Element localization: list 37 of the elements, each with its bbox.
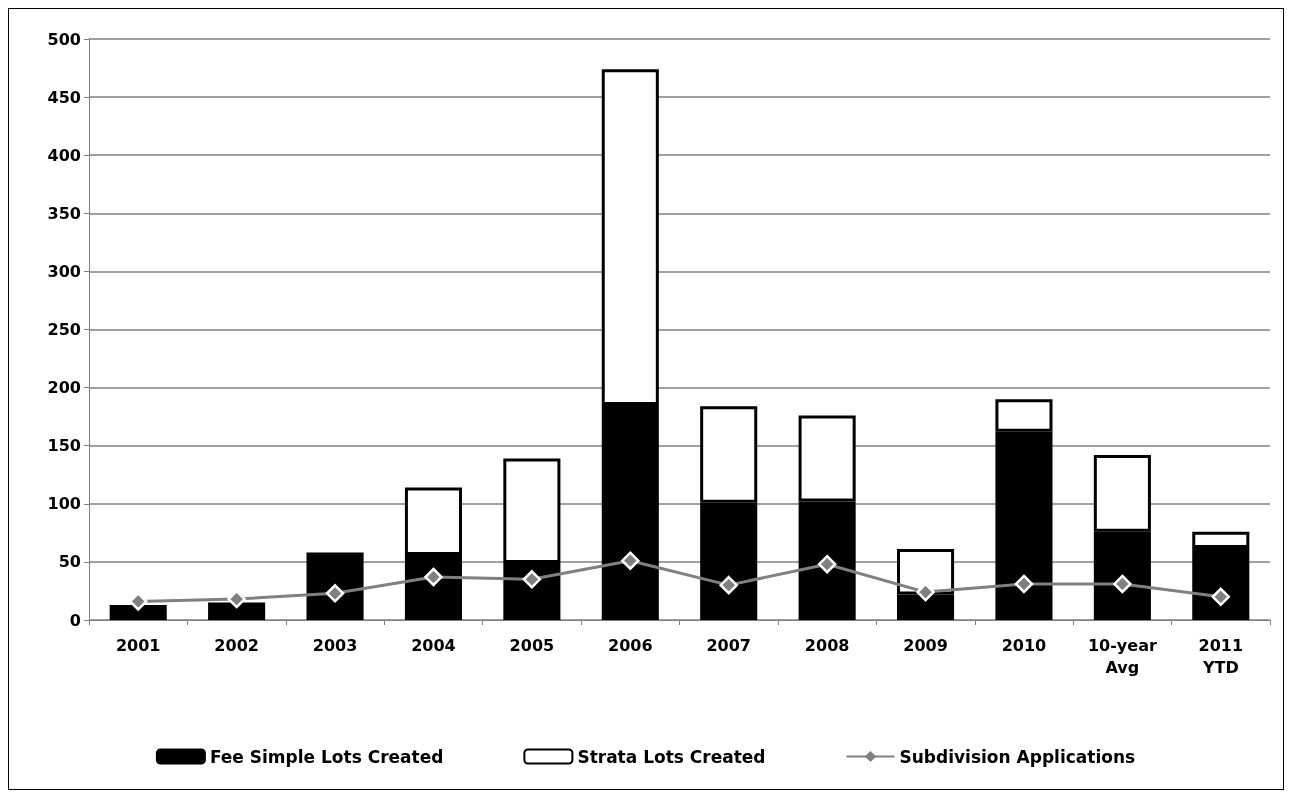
x-tick-label: 2010: [1001, 635, 1047, 655]
y-tick-label: 350: [47, 203, 81, 223]
y-tick-label: 200: [47, 378, 81, 398]
x-tick-label: 2011 YTD: [1198, 635, 1244, 677]
point: [1113, 574, 1132, 594]
y-tick-label: 250: [47, 320, 81, 339]
y-tick-label: 100: [47, 494, 81, 514]
y-tick-label: 150: [47, 436, 81, 456]
y-tick-label: 50: [58, 552, 81, 572]
y-tick-label: 500: [47, 29, 81, 49]
y-tick-label: 300: [47, 261, 81, 281]
bar: [109, 604, 167, 620]
point: [1211, 587, 1231, 607]
legend-label: Fee Simple Lots Created: [209, 746, 444, 767]
y-tick-label: 450: [47, 87, 81, 107]
x-tick-label: 2002: [214, 635, 259, 655]
point: [817, 554, 837, 574]
x-tick-label: 2006: [608, 635, 653, 655]
legend-label: Strata Lots Created: [577, 746, 766, 767]
x-tick-label: 10-year Avg: [1087, 635, 1157, 677]
y-tick-label: 400: [47, 145, 81, 165]
x-tick-label: 2005: [509, 635, 555, 655]
x-tick-label: 2007: [706, 635, 751, 655]
x-tick-label: 2009: [903, 635, 948, 655]
point: [621, 551, 640, 570]
x-tick-label: 2008: [804, 635, 850, 655]
x-tick-label: 2001: [115, 635, 161, 655]
bar: [208, 606, 266, 620]
point: [424, 567, 443, 587]
x-tick-label: 2004: [411, 635, 456, 655]
bar: [306, 552, 364, 620]
point: [719, 575, 738, 595]
x-tick-label: 2003: [312, 635, 358, 655]
legend-label: Subdivision Applications: [899, 746, 1136, 767]
y-tick-label: 0: [69, 610, 81, 630]
point: [1014, 574, 1034, 594]
point: [522, 570, 542, 589]
